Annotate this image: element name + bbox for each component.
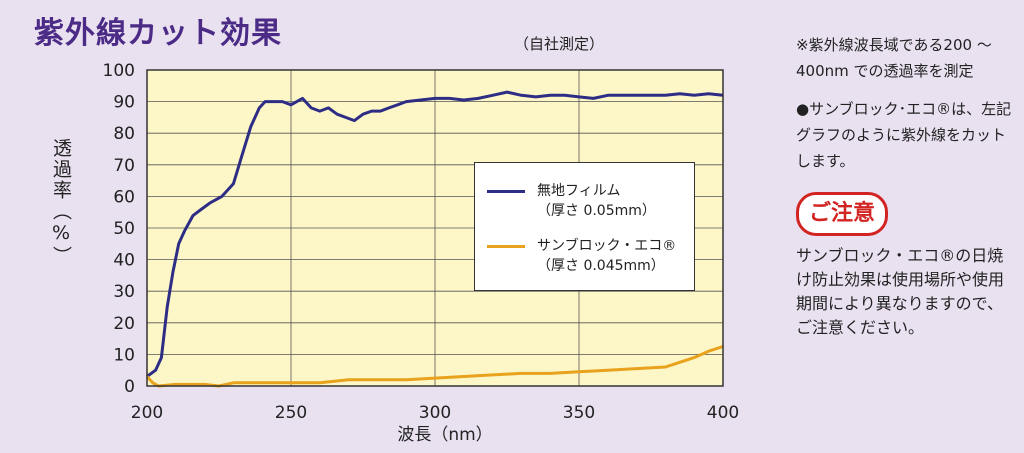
y-tick-label: 90 — [113, 93, 135, 113]
legend-swatch-film — [487, 190, 525, 193]
y-tick-label: 30 — [113, 282, 135, 302]
legend-swatch-eco — [487, 245, 525, 248]
y-tick-label: 20 — [113, 314, 135, 334]
y-tick-label: 60 — [113, 187, 135, 207]
x-tick-label: 300 — [419, 403, 451, 423]
page-title: 紫外線カット効果 — [34, 16, 282, 51]
x-tick-label: 350 — [563, 403, 595, 423]
plot-frame — [146, 69, 724, 387]
legend-label-film-line2: （厚さ 0.05mm） — [537, 203, 656, 219]
measure-note: （自社測定） — [514, 35, 605, 53]
side-panel: ※紫外線波長域である200 ～ 400nm での透過率を測定 ●サンブロック･エ… — [796, 32, 1016, 340]
caution-badge: ご注意 — [796, 192, 889, 236]
y-axis-label: 透過率（%） — [50, 138, 72, 267]
product-note: ●サンブロック･エコ®は、左記グラフのように紫外線をカットします。 — [796, 100, 1012, 170]
x-tick-label: 250 — [275, 403, 307, 423]
legend-label-eco-line2: （厚さ 0.045mm） — [537, 258, 665, 274]
x-tick-label: 400 — [707, 403, 739, 423]
y-tick-label: 50 — [113, 219, 135, 239]
legend-label-film-line1: 無地フィルム — [537, 183, 621, 199]
y-tick-label: 70 — [113, 156, 135, 176]
y-tick-label: 100 — [103, 61, 135, 81]
caution-text: サンブロック・エコ®の日焼け防止効果は使用場所や使用期間により異なりますので、ご… — [796, 246, 1005, 337]
measurement-note: ※紫外線波長域である200 ～ 400nm での透過率を測定 — [796, 36, 992, 80]
x-axis-label: 波長（nm） — [397, 425, 492, 445]
series-line-eco — [145, 345, 724, 388]
legend-label-eco-line1: サンブロック・エコ® — [537, 238, 677, 254]
legend-label-film: 無地フィルム （厚さ 0.05mm） — [537, 181, 697, 221]
x-tick-label: 200 — [131, 403, 163, 423]
x-axis-ticks: 200 250 300 350 400 — [131, 403, 739, 423]
y-tick-label: 40 — [113, 251, 135, 271]
legend-label-eco: サンブロック・エコ® （厚さ 0.045mm） — [537, 236, 697, 276]
y-axis-ticks: 0 10 20 30 40 50 60 70 80 90 100 — [103, 61, 135, 397]
y-tick-label: 0 — [124, 377, 135, 397]
y-tick-label: 10 — [113, 345, 135, 365]
legend: 無地フィルム （厚さ 0.05mm） サンブロック・エコ® （厚さ 0.045m… — [474, 162, 695, 291]
y-tick-label: 80 — [113, 124, 135, 144]
series-line-film — [146, 90, 724, 378]
